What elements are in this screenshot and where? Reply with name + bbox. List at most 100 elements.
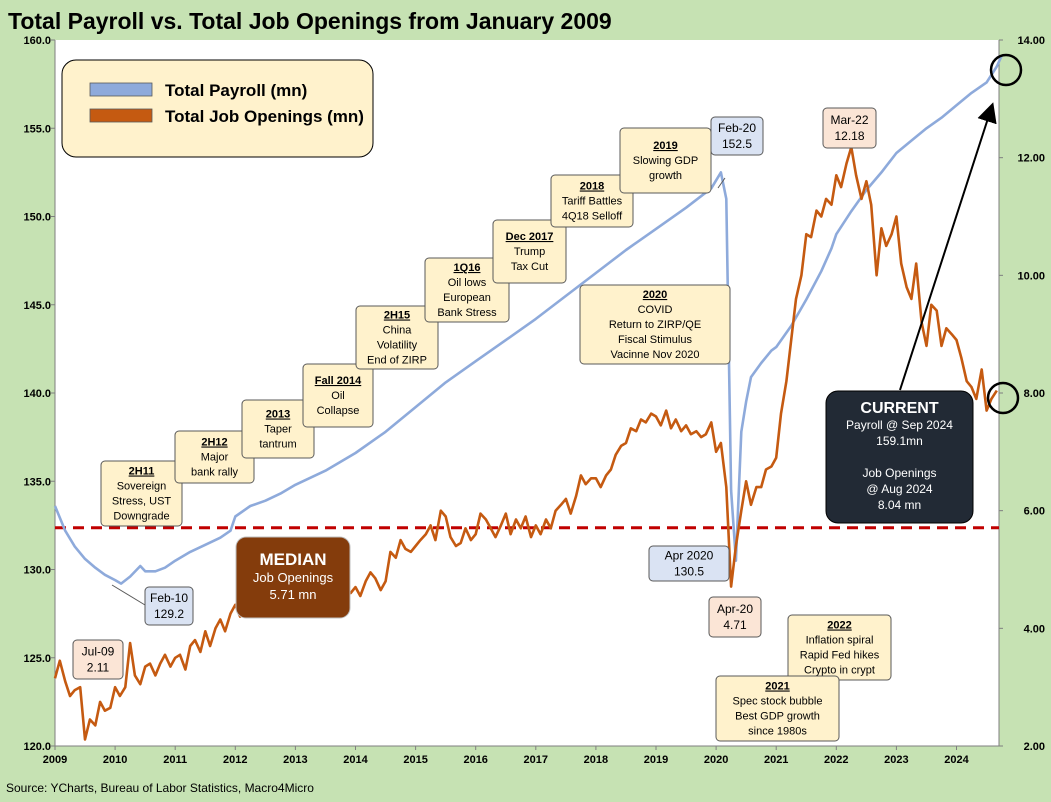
x-tick-label: 2020 (704, 754, 728, 766)
y-left-tick-label: 140.0 (23, 388, 51, 400)
annotation-text: Spec stock bubble (733, 696, 823, 708)
leader-line (111, 584, 146, 606)
box-heading: MEDIAN (259, 550, 326, 569)
lbl-jul09-box (72, 639, 124, 680)
ann-2h15: 2H15 China Volatility End of ZIRP (355, 305, 439, 370)
annotation-title: 2018 (580, 181, 604, 193)
annotation-text: Vacinne Nov 2020 (610, 349, 699, 361)
annotation-text: Tax Cut (511, 261, 548, 273)
annotation-text: Taper (264, 424, 292, 436)
y-right-tick-label: 6.00 (1024, 506, 1045, 518)
annotation-text: Downgrade (113, 511, 169, 523)
ann-1q16: 1Q16 Oil lows European Bank Stress (424, 257, 510, 323)
annotation-text: Volatility (377, 340, 418, 352)
annotation-text: 152.5 (722, 137, 752, 151)
ann-2h15-box (355, 305, 439, 370)
x-tick-label: 2010 (103, 754, 127, 766)
x-tick-label: 2018 (584, 754, 608, 766)
y-left-tick-label: 125.0 (23, 653, 51, 665)
annotation-text: 5.71 mn (270, 587, 317, 602)
annotation-text: COVID (638, 304, 673, 316)
x-tick-label: 2017 (524, 754, 548, 766)
ann-dec2017-box (492, 219, 567, 284)
annotation-text: tantrum (259, 439, 296, 451)
x-tick-label: 2024 (944, 754, 969, 766)
box-median-box (235, 536, 351, 619)
ann-fall2014: Fall 2014 Oil Collapse (302, 363, 374, 428)
annotation-text: Sovereign (117, 481, 167, 493)
annotation-text: Inflation spiral (806, 635, 874, 647)
ann-2013: 2013 Taper tantrum (241, 399, 315, 459)
annotation-text: 130.5 (674, 565, 704, 579)
payroll-line (53, 55, 1003, 585)
y-right-tick-label: 4.00 (1024, 623, 1045, 635)
annotation-text: since 1980s (748, 726, 807, 738)
arrow-to-current (899, 102, 997, 391)
annotation-text: Tariff Battles (562, 196, 623, 208)
box-heading: CURRENT (860, 400, 938, 417)
axes: 120.0 125.0 130.0 135.0 140.0 145.0 150.0 155.0… (23, 35, 1045, 766)
annotation-text: Feb-10 (150, 591, 188, 605)
ann-2018: 2018 Tariff Battles 4Q18 Selloff (550, 174, 634, 228)
annotation-text: 2.11 (87, 661, 110, 675)
leader-line (717, 177, 726, 189)
ann-2020-box (579, 284, 731, 365)
annotation-title: 2019 (653, 140, 677, 152)
y-left-tick-label: 155.0 (23, 123, 51, 135)
annotation-text: Oil (331, 390, 344, 402)
ann-2021-box (715, 675, 840, 742)
ann-2022: 2022 Inflation spiral Rapid Fed hikes Crypt… (787, 614, 892, 681)
annotation-title: 2020 (643, 289, 667, 301)
annotation-title: 2H12 (201, 437, 227, 449)
x-tick-label: 2022 (824, 754, 848, 766)
annotation-text: 159.1mn (876, 434, 923, 448)
annotation-title: 1Q16 (454, 262, 481, 274)
annotation-text: 4.71 (723, 618, 747, 632)
annotation-text: Fiscal Stimulus (618, 334, 692, 346)
annotation-text: Stress, UST (112, 496, 172, 508)
legend-label: Total Payroll (mn) (165, 81, 307, 100)
annotation-title: 2013 (266, 409, 290, 421)
current-openings-circle (986, 381, 1020, 415)
annotation-text: Slowing GDP (633, 155, 698, 167)
lbl-apr20-box (708, 596, 762, 638)
annotation-text: 4Q18 Selloff (562, 211, 623, 223)
lbl-jul09: Jul-09 2.11 (72, 639, 124, 680)
annotation-text: Crypto in crypt (804, 665, 875, 677)
ann-dec2017: Dec 2017 Trump Tax Cut (492, 219, 567, 284)
x-tick-label: 2014 (343, 754, 368, 766)
lbl-apr2020-box (648, 545, 730, 582)
lbl-mar22: Mar-22 12.18 (822, 107, 877, 149)
annotation-text: European (443, 292, 491, 304)
annotation-text: bank rally (191, 467, 239, 479)
y-left-tick-label: 150.0 (23, 212, 51, 224)
y-left-tick-label: 145.0 (23, 300, 51, 312)
annotation-text: Best GDP growth (735, 711, 820, 723)
lbl-apr20: Apr-20 4.71 (708, 596, 762, 638)
y-left-tick-label: 120.0 (23, 741, 51, 753)
chart-title: Total Payroll vs. Total Job Openings fro… (8, 8, 612, 34)
annotation-text: Trump (514, 246, 545, 258)
ann-2h11: 2H11 Sovereign Stress, UST Downgrade (100, 460, 183, 527)
annotation-title: 2H11 (129, 466, 155, 478)
ann-2019: 2019 Slowing GDP growth (619, 127, 712, 194)
annotation-text: growth (649, 170, 682, 182)
ann-2h12: 2H12 Major bank rally (174, 430, 255, 484)
y-left-tick-label: 135.0 (23, 476, 51, 488)
ann-2020: 2020 COVID Return to ZIRP/QE Fiscal Stimulu… (579, 284, 731, 365)
annotation-text: China (383, 325, 413, 337)
legend-label: Total Job Openings (mn) (165, 107, 364, 126)
ann-2021: 2021 Spec stock bubble Best GDP growth sinc… (715, 675, 840, 742)
annotation-text: Jul-09 (82, 645, 115, 659)
ann-2019-box (619, 127, 712, 194)
lbl-feb20-box (710, 116, 764, 156)
annotation-text: Major (201, 452, 229, 464)
y-left-tick-label: 160.0 (23, 35, 51, 47)
annotation-text: Oil lows (448, 277, 487, 289)
y-right-tick-label: 12.00 (1017, 153, 1045, 165)
ann-1q16-box (424, 257, 510, 323)
annotation-text: Job Openings (862, 466, 936, 480)
annotation-title: 2021 (765, 681, 789, 693)
